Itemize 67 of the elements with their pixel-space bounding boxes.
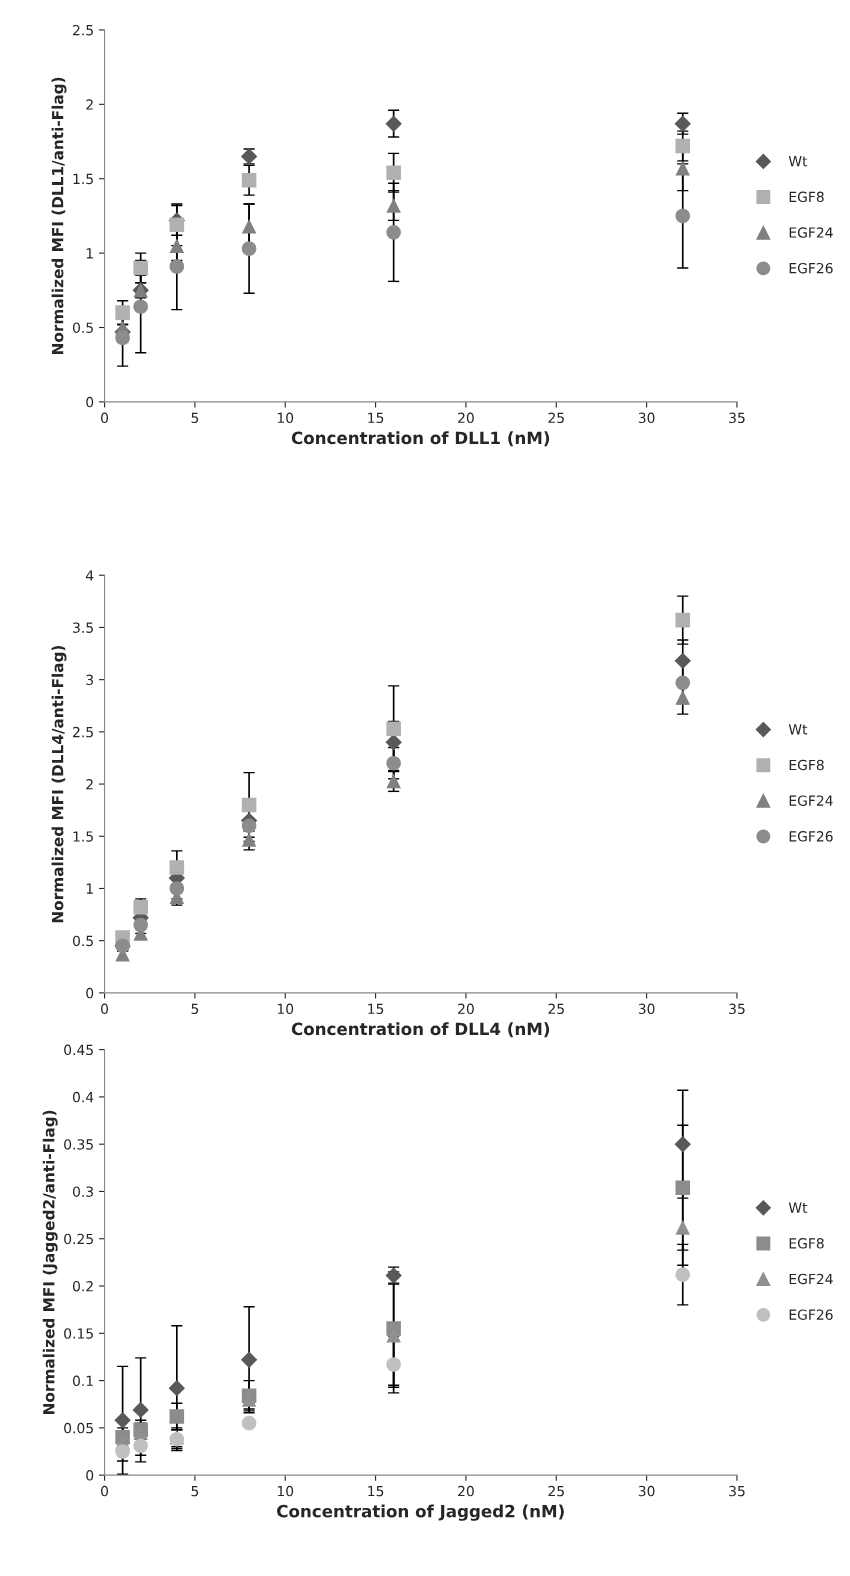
x-tick-label: 25 <box>548 1003 564 1015</box>
y-tick-label: 1 <box>86 883 93 894</box>
x-tick-label: 30 <box>638 1485 655 1497</box>
legend-label: Wt <box>788 724 808 735</box>
legend-label: Wt <box>788 156 808 167</box>
x-tick-label: 30 <box>638 412 655 424</box>
y-axis-title: Normalized MFI (DLL1/anti-Flag) <box>51 77 67 354</box>
x-tick-label: 0 <box>101 412 109 424</box>
y-tick-label: 0.1 <box>72 1375 93 1387</box>
x-tick-label: 20 <box>458 412 474 424</box>
x-tick-label: 20 <box>458 1003 474 1015</box>
y-tick-label: 1.5 <box>73 173 93 185</box>
y-axis-title: Normalized MFI (DLL4/anti-Flag) <box>51 645 67 923</box>
y-tick-label: 2.5 <box>73 726 93 738</box>
x-tick-label: 5 <box>191 1003 199 1015</box>
y-tick-label: 0.45 <box>64 1044 93 1056</box>
x-tick-label: 5 <box>191 1485 199 1497</box>
y-tick-label: 0.25 <box>64 1233 93 1245</box>
legend-label: Wt <box>788 1202 808 1213</box>
x-tick-label: 30 <box>638 1003 655 1015</box>
y-tick-label: 2 <box>86 779 93 790</box>
x-axis-title: Concentration of DLL4 (nM) <box>291 1022 550 1038</box>
x-tick-label: 35 <box>729 1003 745 1015</box>
y-tick-label: 0.2 <box>72 1280 93 1292</box>
y-tick-label: 0.4 <box>72 1091 94 1103</box>
x-tick-label: 15 <box>368 1003 384 1015</box>
legend-label: EGF26 <box>789 831 833 842</box>
legend-label: EGF24 <box>789 795 833 806</box>
y-tick-label: 0 <box>86 396 94 408</box>
x-tick-label: 25 <box>548 1485 564 1497</box>
x-tick-label: 35 <box>729 1485 745 1497</box>
y-tick-label: 0 <box>86 987 94 999</box>
x-tick-label: 20 <box>458 1485 474 1497</box>
x-tick-label: 0 <box>101 1485 109 1497</box>
y-tick-label: 1 <box>86 248 93 259</box>
y-tick-label: 0.5 <box>72 322 93 333</box>
y-tick-label: 3.5 <box>73 622 93 633</box>
x-tick-label: 10 <box>277 412 294 424</box>
y-tick-label: 2.5 <box>73 24 93 36</box>
y-tick-label: 0.35 <box>64 1139 93 1150</box>
x-tick-label: 10 <box>277 1485 294 1497</box>
y-tick-label: 1.5 <box>73 831 93 842</box>
legend-label: EGF8 <box>789 759 824 771</box>
legend-label: EGF8 <box>789 1238 824 1249</box>
y-tick-label: 4 <box>85 570 94 581</box>
x-tick-label: 0 <box>101 1003 109 1015</box>
x-axis-title: Concentration of Jagged2 (nM) <box>277 1504 564 1521</box>
y-tick-label: 2 <box>86 99 93 110</box>
legend-label: EGF24 <box>789 227 833 238</box>
x-axis-title: Concentration of DLL1 (nM) <box>291 431 550 447</box>
x-tick-label: 15 <box>368 1485 384 1497</box>
legend-label: EGF26 <box>789 1309 833 1320</box>
y-tick-label: 0 <box>86 1470 94 1481</box>
legend-label: EGF24 <box>789 1273 833 1285</box>
x-tick-label: 35 <box>729 412 745 424</box>
y-tick-label: 0.3 <box>72 1186 94 1197</box>
legend-label: EGF26 <box>789 262 833 274</box>
x-tick-label: 5 <box>191 412 199 424</box>
x-tick-label: 10 <box>277 1003 294 1015</box>
legend-label: EGF8 <box>789 191 824 203</box>
y-tick-label: 0.05 <box>64 1422 93 1434</box>
x-tick-label: 15 <box>368 412 384 424</box>
y-tick-label: 0.5 <box>72 935 93 947</box>
x-tick-label: 25 <box>548 412 564 424</box>
y-tick-label: 0.15 <box>64 1328 93 1339</box>
y-axis-title: Normalized MFI (Jagged2/anti-Flag) <box>42 1110 58 1414</box>
y-tick-label: 3 <box>86 674 94 686</box>
